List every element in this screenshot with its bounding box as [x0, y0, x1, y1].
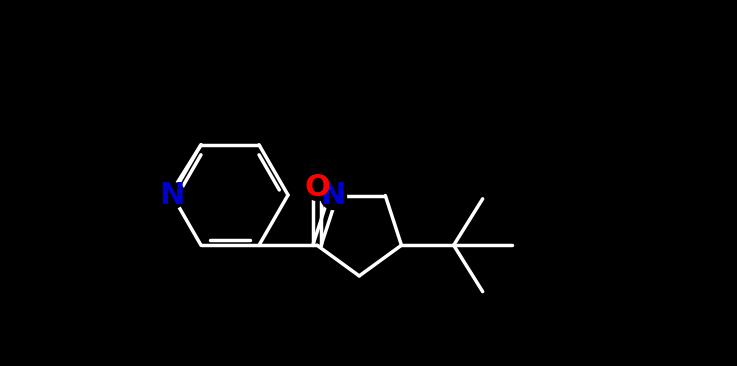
Text: N: N [159, 180, 185, 209]
Text: O: O [304, 173, 330, 202]
Text: N: N [321, 181, 346, 210]
